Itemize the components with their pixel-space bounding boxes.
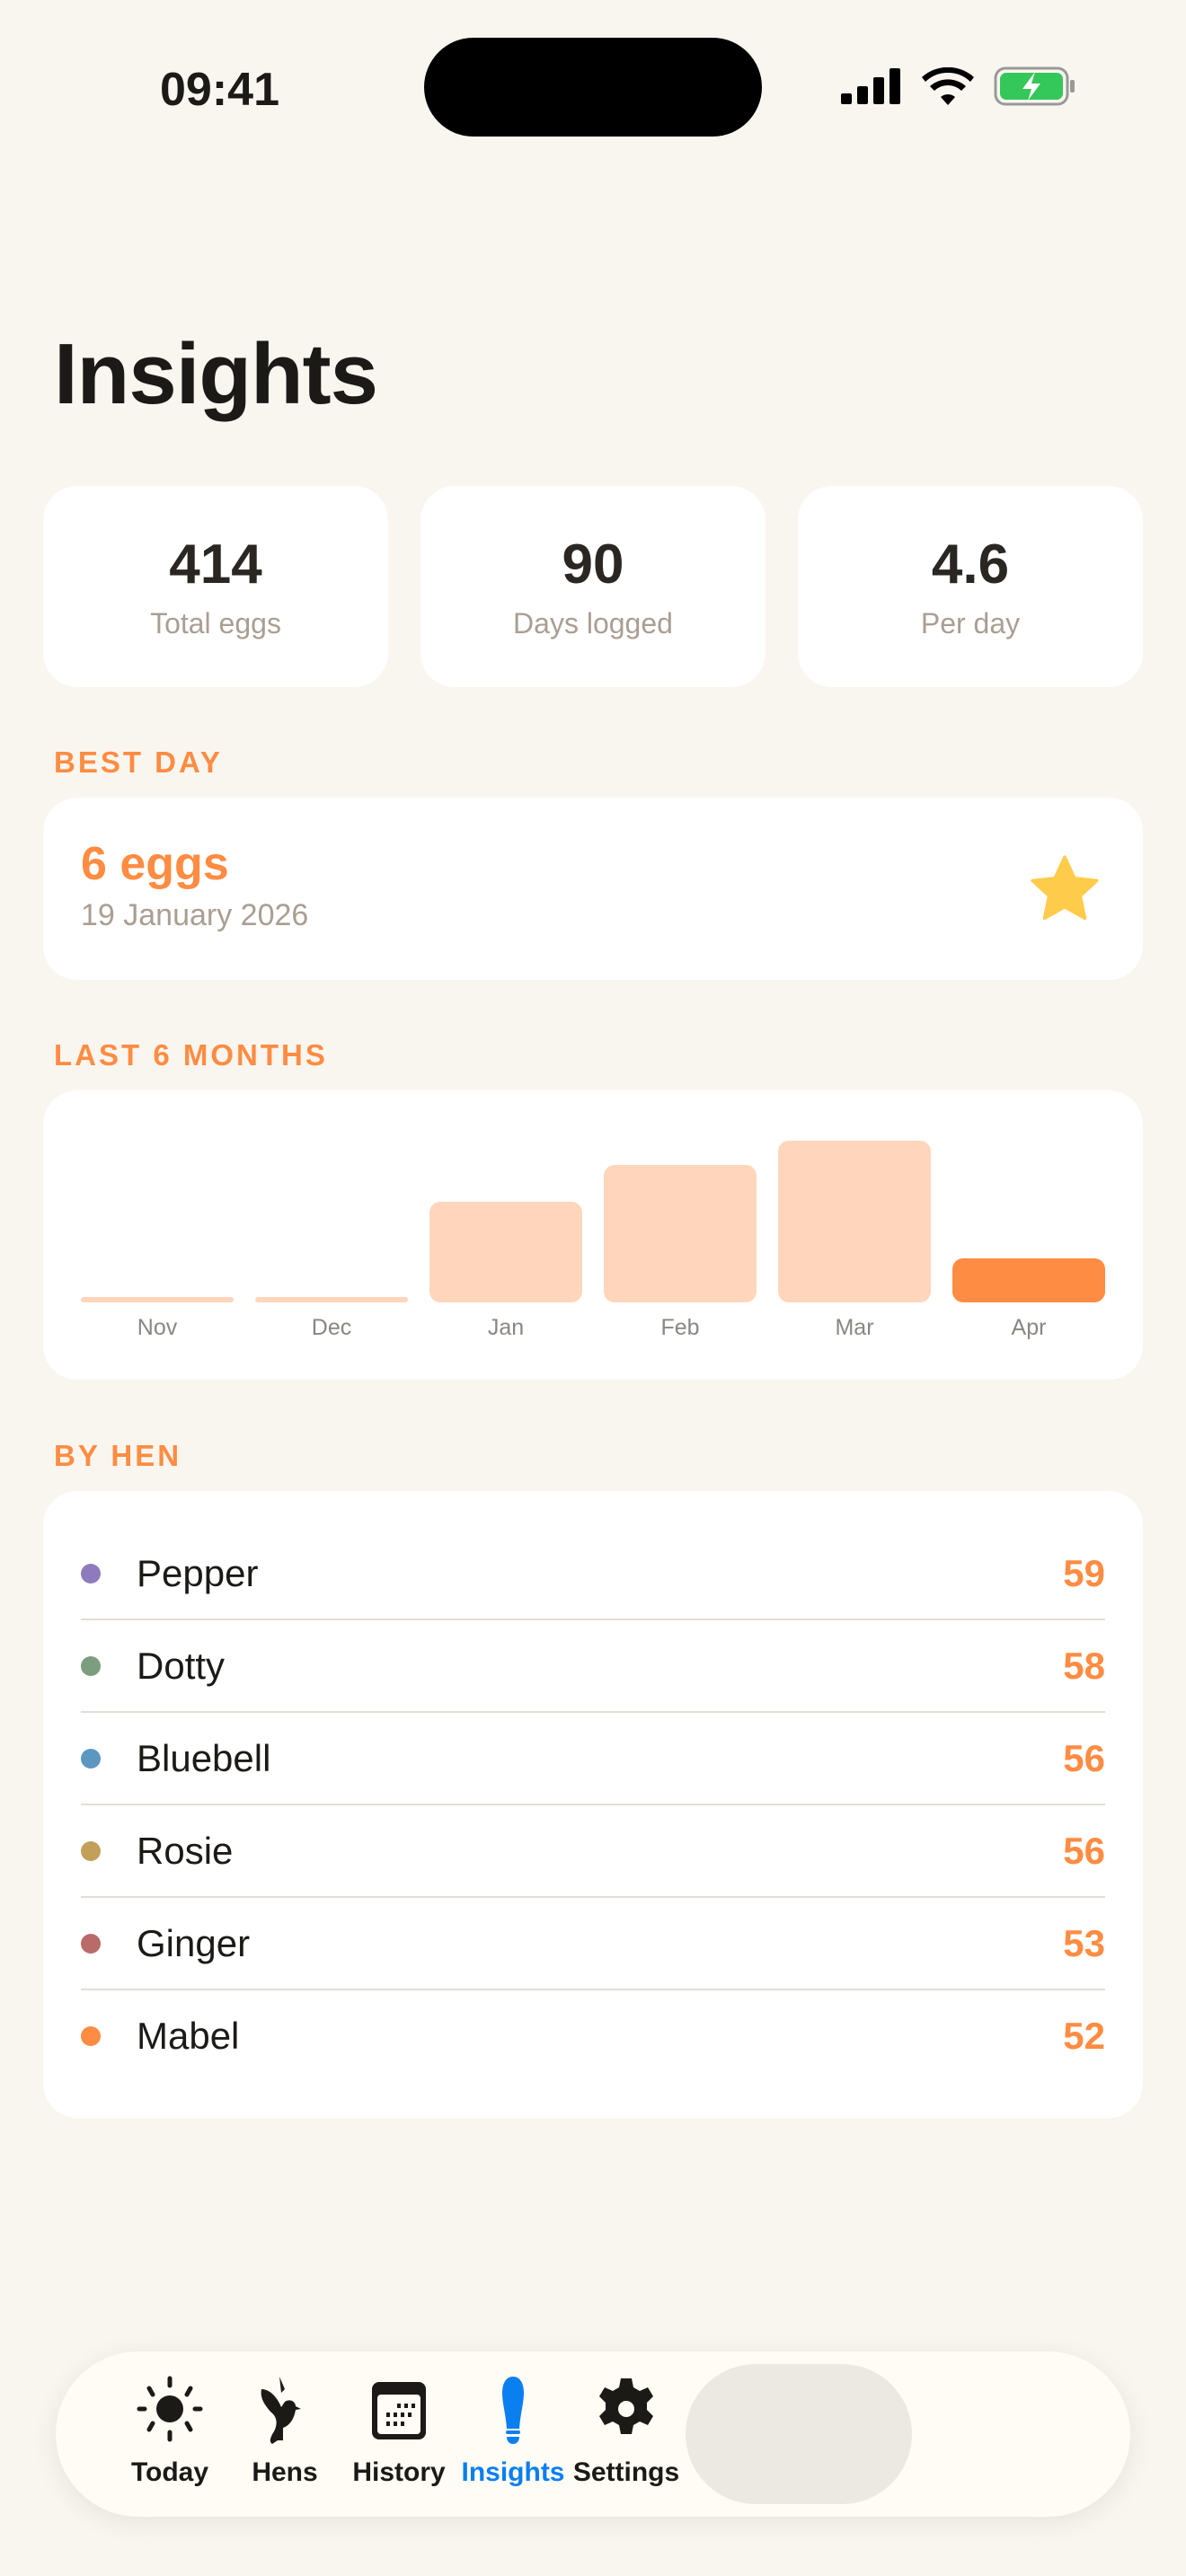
bar-label: Feb [660, 1315, 700, 1340]
bar-jan [429, 1201, 582, 1302]
section-header-best-day: BEST DAY [54, 745, 223, 779]
stat-label: Per day [920, 607, 1021, 640]
section-header-by-hen: BY HEN [54, 1439, 182, 1472]
hen-row: Rosie 56 [81, 1804, 1105, 1897]
signal-icon [841, 68, 900, 104]
stat-card-days-logged: 90 Days logged [420, 486, 766, 687]
divider [81, 1619, 1105, 1620]
hen-color-dot [81, 1748, 101, 1769]
tab-settings[interactable]: Settings [523, 2351, 730, 2517]
sun-icon [137, 2376, 203, 2442]
best-day-date: 19 January 2026 [81, 898, 309, 932]
hen-name: Dotty [137, 1644, 226, 1687]
hen-row: Ginger 53 [81, 1897, 1105, 1989]
bar-apr [952, 1258, 1105, 1302]
monthly-chart [43, 1090, 1143, 1380]
dynamic-island [424, 38, 762, 137]
tab-insights[interactable]: Insights [410, 2351, 616, 2517]
stat-label: Total eggs [150, 607, 281, 640]
tab-history[interactable]: History [296, 2351, 502, 2517]
stat-value: 4.6 [931, 534, 1010, 595]
stat-card-total-eggs: 414 Total eggs [43, 486, 388, 687]
divider [81, 1896, 1105, 1898]
hen-row: Pepper 59 [81, 1527, 1105, 1619]
hen-color-dot [81, 1655, 101, 1676]
stat-card-per-day: 4.6 Per day [798, 486, 1143, 687]
bar-label: Nov [137, 1315, 178, 1340]
bar-label: Dec [311, 1315, 352, 1340]
hen-color-dot [81, 1933, 101, 1954]
status-time: 09:41 [160, 64, 279, 116]
battery-charging-icon [994, 66, 1075, 106]
hen-name: Pepper [137, 1551, 259, 1594]
tab-label: Insights [461, 2457, 565, 2487]
active-tab-highlight [686, 2364, 912, 2504]
best-day-value: 6 eggs [81, 838, 229, 890]
star-icon [1031, 855, 1099, 921]
tab-label: Today [130, 2457, 209, 2487]
stat-value: 414 [169, 534, 262, 595]
bird-icon [261, 2377, 301, 2444]
bar-nov [81, 1297, 234, 1302]
gear-icon [599, 2378, 653, 2434]
page-title: Insights [54, 326, 378, 422]
divider [81, 1804, 1105, 1805]
hen-name: Mabel [137, 2014, 240, 2057]
hen-color-dot [81, 1840, 101, 1861]
hen-name: Ginger [137, 1921, 251, 1964]
bar-dec [255, 1297, 408, 1302]
hen-count: 56 [1063, 1829, 1105, 1872]
hen-count: 59 [1063, 1551, 1105, 1594]
bar-label: Mar [835, 1315, 874, 1340]
hen-row: Dotty 58 [81, 1619, 1105, 1712]
bar-label: Jan [487, 1315, 525, 1340]
hen-count: 52 [1063, 2014, 1105, 2057]
bar-feb [604, 1165, 757, 1302]
tab-label: Hens [252, 2457, 318, 2487]
tab-label: Settings [572, 2457, 680, 2487]
bar-mar [778, 1141, 931, 1302]
hen-count: 53 [1063, 1921, 1105, 1964]
bar-label: Apr [1011, 1315, 1047, 1340]
hen-count: 58 [1063, 1644, 1105, 1687]
hen-name: Rosie [137, 1829, 234, 1872]
calendar-icon [372, 2382, 426, 2439]
hen-row: Mabel 52 [81, 1989, 1105, 2082]
hen-color-dot [81, 2025, 101, 2046]
tab-hens[interactable]: Hens [181, 2351, 388, 2517]
best-day-card: 6 eggs 19 January 2026 [43, 798, 1143, 980]
hen-count: 56 [1063, 1736, 1105, 1779]
lightbulb-icon [502, 2377, 524, 2444]
hen-row: Bluebell 56 [81, 1712, 1105, 1804]
wifi-icon [922, 67, 974, 105]
hen-list: Pepper 59 Dotty 58 Bluebell 56 Rosie 56 Ginger 53… [43, 1491, 1143, 2118]
divider [81, 1989, 1105, 1990]
status-icons [841, 66, 1076, 106]
tab-bar: Today Hens History Insights Settings [56, 2351, 1130, 2517]
divider [81, 1711, 1105, 1713]
tab-label: History [352, 2457, 446, 2487]
tab-today[interactable]: Today [66, 2351, 273, 2517]
hen-name: Bluebell [137, 1736, 271, 1779]
hen-color-dot [81, 1563, 101, 1584]
section-header-last-6-months: LAST 6 MONTHS [54, 1038, 328, 1072]
stat-label: Days logged [513, 607, 673, 640]
stat-value: 90 [562, 534, 624, 595]
